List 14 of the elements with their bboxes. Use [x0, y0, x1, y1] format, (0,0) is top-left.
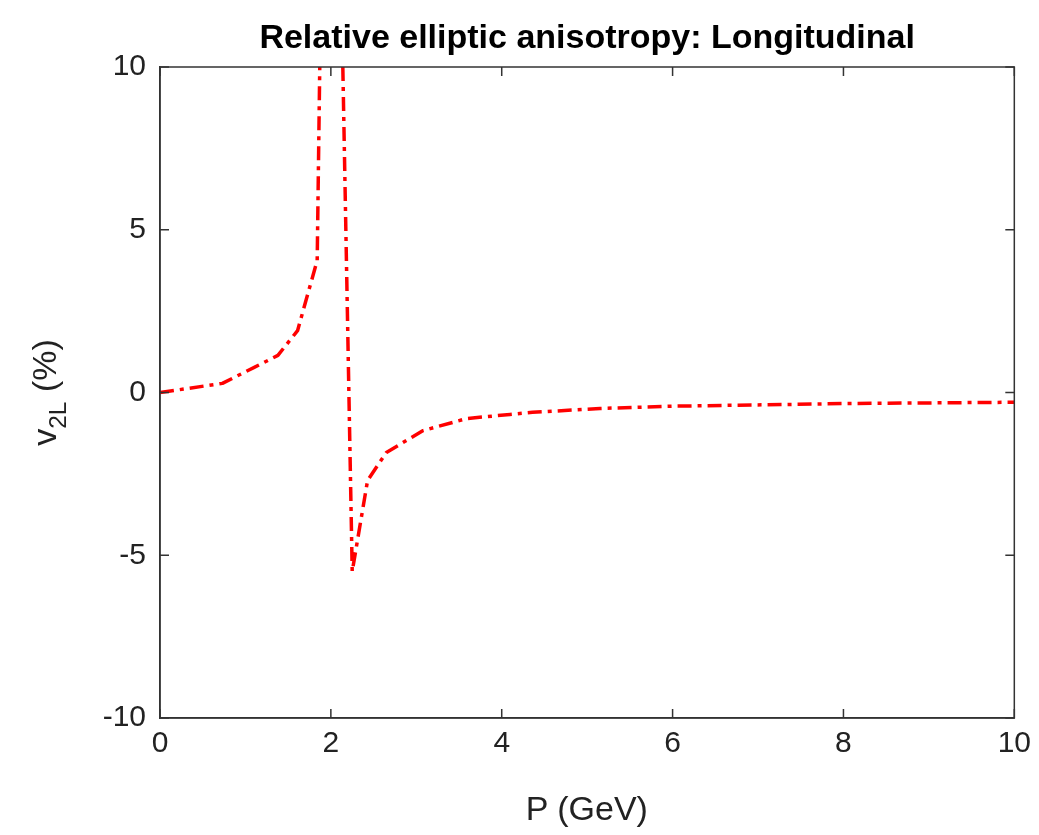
chart-title: Relative elliptic anisotropy: Longitudinal — [259, 17, 915, 55]
x-tick-label: 8 — [835, 725, 852, 759]
x-tick-label: 0 — [151, 725, 169, 759]
x-tick-label: 10 — [997, 725, 1031, 759]
y-axis-title: v2L (%) — [25, 339, 72, 446]
x-tick-label: 4 — [493, 725, 511, 759]
y-tick-label: -10 — [102, 699, 146, 733]
y-tick-label: -5 — [119, 536, 146, 570]
y-tick-label: 0 — [129, 373, 146, 407]
x-tick-label: 2 — [322, 725, 340, 759]
y-tick-label: 5 — [129, 211, 146, 245]
x-axis-title: P (GeV) — [525, 789, 648, 827]
x-tick-label: 6 — [664, 725, 681, 759]
y-tick-label: 10 — [112, 48, 146, 82]
